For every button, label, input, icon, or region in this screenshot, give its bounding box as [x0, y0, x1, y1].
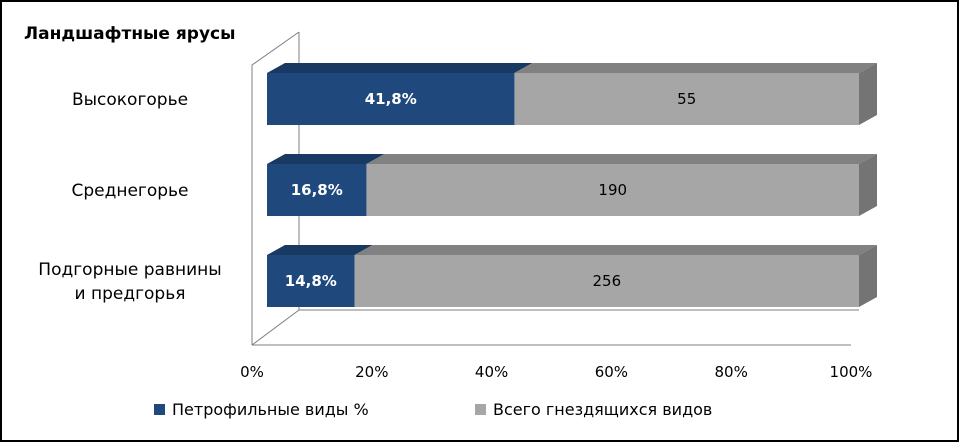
bars-group: 41,8% 55 16,8% 190 14,8% 256 — [267, 63, 878, 307]
bar-top-face — [366, 154, 877, 164]
bar-side-face — [859, 154, 877, 216]
bar-segment — [267, 255, 355, 307]
legend-label: Петрофильные виды % — [172, 400, 369, 419]
legend-swatch — [475, 404, 486, 415]
bar-top-face — [267, 154, 385, 164]
x-tick-label: 80% — [715, 363, 748, 381]
x-axis-ticks: 0% 20% 40% 60% 80% 100% — [240, 363, 872, 381]
bar-top-face — [267, 63, 533, 73]
data-label: 14,8% — [285, 272, 337, 290]
legend-swatch — [154, 404, 165, 415]
category-label: и предгорья — [75, 284, 186, 304]
category-label: Подгорные равнины — [38, 260, 221, 280]
data-label: 16,8% — [291, 181, 343, 199]
bar-segment — [267, 164, 367, 216]
bar-top-face — [267, 245, 373, 255]
floor — [251, 309, 859, 346]
x-tick-label: 100% — [830, 363, 873, 381]
legend-label: Всего гнездящихся видов — [493, 400, 712, 419]
bar-segment — [366, 164, 859, 216]
data-label: 55 — [677, 90, 696, 108]
bar-top-face — [354, 245, 878, 255]
x-tick-label: 20% — [355, 363, 388, 381]
x-tick-label: 0% — [240, 363, 264, 381]
bar-segment — [354, 255, 859, 307]
data-label: 41,8% — [365, 90, 417, 108]
bar-top-face — [514, 63, 877, 73]
side-wall — [251, 31, 300, 345]
category-labels: Высокогорье Среднегорье Подгорные равнины и… — [38, 90, 221, 304]
category-label: Среднегорье — [71, 181, 188, 201]
data-label: 256 — [592, 272, 621, 290]
category-label: Высокогорье — [72, 90, 188, 110]
x-tick-label: 60% — [595, 363, 628, 381]
bar-side-face — [859, 245, 877, 307]
bar-segment — [267, 73, 515, 125]
bar-side-face — [859, 63, 877, 125]
x-tick-label: 40% — [475, 363, 508, 381]
legend: Петрофильные виды % Всего гнездящихся вид… — [154, 400, 712, 419]
y-axis-title: Ландшафтные ярусы — [24, 24, 236, 44]
bar-segment — [514, 73, 859, 125]
data-label: 190 — [598, 181, 627, 199]
